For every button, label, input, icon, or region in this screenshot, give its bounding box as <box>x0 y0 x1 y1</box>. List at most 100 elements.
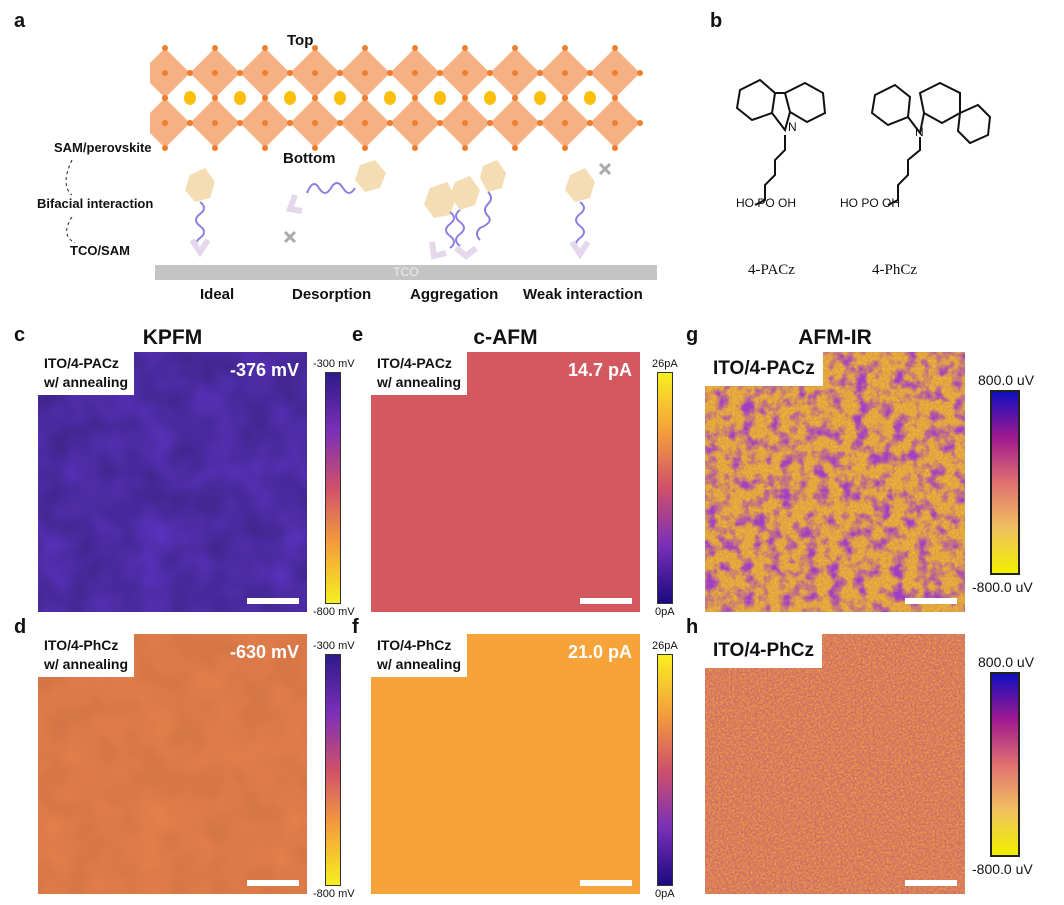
colorbar-max-label: -300 mV <box>313 358 355 370</box>
x-site-atom <box>262 95 268 101</box>
perovskite-lattice <box>150 45 643 151</box>
x-site-atom <box>562 45 568 51</box>
scale-bar <box>247 598 299 604</box>
sample-name: ITO/4-PACz <box>44 355 119 371</box>
x-site-atom <box>262 45 268 51</box>
colorbar-max-label: -300 mV <box>313 640 355 652</box>
x-site-atom <box>512 95 518 101</box>
atom-n: N <box>915 125 924 139</box>
panel-label-b: b <box>710 10 723 32</box>
sample-name: ITO/4-PACz <box>377 355 452 371</box>
structure-4-phcz <box>870 81 992 206</box>
cafm-map-4-pacz: ITO/4-PACz w/ annealing 14.7 pA <box>371 352 640 612</box>
a-site-cation <box>434 91 446 105</box>
tco-substrate: TCO <box>155 265 657 280</box>
bottom-label: Bottom <box>283 150 336 167</box>
atom-p: P <box>757 196 766 210</box>
surface-potential-value: -630 mV <box>229 642 299 662</box>
colorbar-max-label: 800.0 uV <box>978 654 1035 670</box>
afmir-colorbar-h <box>990 672 1020 857</box>
sample-label: ITO/4-PhCz <box>705 634 822 668</box>
scale-bar <box>905 598 957 604</box>
x-site-atom <box>162 95 168 101</box>
x-site-atom <box>287 70 293 76</box>
afmir-colorbar-g <box>990 390 1020 575</box>
atom-oh: OH <box>778 196 797 210</box>
sample-condition: w/ annealing <box>377 656 462 672</box>
x-site-atom <box>537 70 543 76</box>
sample-name: ITO/4-PhCz <box>377 637 452 653</box>
structure-4-pacz <box>735 78 827 206</box>
colorbar-min-label: -800 mV <box>313 606 355 618</box>
x-site-atom <box>362 95 368 101</box>
cafm-title: c-AFM <box>473 326 538 349</box>
panel-label-d: d <box>14 616 27 638</box>
case-desorption: Desorption <box>292 286 372 303</box>
x-site-atom <box>612 95 618 101</box>
x-site-atom <box>412 145 418 151</box>
colorbar-max-label: 800.0 uV <box>978 372 1035 388</box>
x-site-atom <box>637 120 643 126</box>
panel-label-c: c <box>14 324 26 346</box>
current-value: 21.0 pA <box>567 642 632 662</box>
a-site-cation <box>184 91 196 105</box>
x-site-atom <box>487 70 493 76</box>
panel-label-a: a <box>14 10 26 32</box>
b-site-atom <box>162 70 168 76</box>
colorbar-min-label: 0pA <box>655 888 675 900</box>
b-site-atom <box>262 120 268 126</box>
x-site-atom <box>287 120 293 126</box>
b-site-atom <box>162 120 168 126</box>
x-site-atom <box>312 95 318 101</box>
atom-p: P <box>861 196 870 210</box>
headgroup <box>355 160 386 192</box>
x-site-atom <box>187 70 193 76</box>
x-site-atom <box>587 120 593 126</box>
headgroup <box>450 176 480 210</box>
x-site-atom <box>562 95 568 101</box>
kpfm-title: KPFM <box>142 326 203 349</box>
x-site-atom <box>337 120 343 126</box>
sample-condition: w/ annealing <box>44 374 129 390</box>
x-site-atom <box>637 70 643 76</box>
colorbar-min-label: -800.0 uV <box>972 861 1033 877</box>
molecule-name-4-pacz: 4-PACz <box>748 262 795 278</box>
afmir-map-4-phcz: ITO/4-PhCz <box>705 634 965 894</box>
a-site-cation <box>534 91 546 105</box>
sample-label: ITO/4-PACz w/ annealing <box>38 352 135 395</box>
x-site-atom <box>237 120 243 126</box>
x-site-atom <box>387 120 393 126</box>
panel-label-f: f <box>352 616 359 638</box>
atom-o: O <box>869 196 879 210</box>
headgroup <box>185 168 215 202</box>
colorbar-max-label: 26pA <box>652 640 678 652</box>
x-site-atom <box>462 95 468 101</box>
x-site-atom <box>212 45 218 51</box>
afmir-title: AFM-IR <box>798 326 872 349</box>
x-site-atom <box>162 145 168 151</box>
b-site-atom <box>612 70 618 76</box>
headgroup <box>565 168 595 202</box>
panel-label-h: h <box>686 616 699 638</box>
sample-name: ITO/4-PhCz <box>44 637 119 653</box>
afmir-map-4-pacz: ITO/4-PACz <box>705 352 965 612</box>
molecular-structures <box>735 78 992 206</box>
x-site-atom <box>212 145 218 151</box>
atom-n: N <box>788 120 797 134</box>
x-site-atom <box>437 70 443 76</box>
scale-bar <box>905 880 957 886</box>
colorbar-min-label: -800 mV <box>313 888 355 900</box>
scale-bar <box>580 880 632 886</box>
b-site-atom <box>362 120 368 126</box>
cafm-map-4-phcz: ITO/4-PhCz w/ annealing 21.0 pA <box>371 634 640 894</box>
x-site-atom <box>487 120 493 126</box>
b-site-atom <box>512 120 518 126</box>
x-site-atom <box>537 120 543 126</box>
scale-bar <box>580 598 632 604</box>
a-site-cation <box>284 91 296 105</box>
x-site-atom <box>412 95 418 101</box>
a-site-cation <box>484 91 496 105</box>
cafm-colorbar-f <box>657 654 673 886</box>
bifacial-arrows <box>65 159 76 244</box>
b-site-atom <box>312 70 318 76</box>
